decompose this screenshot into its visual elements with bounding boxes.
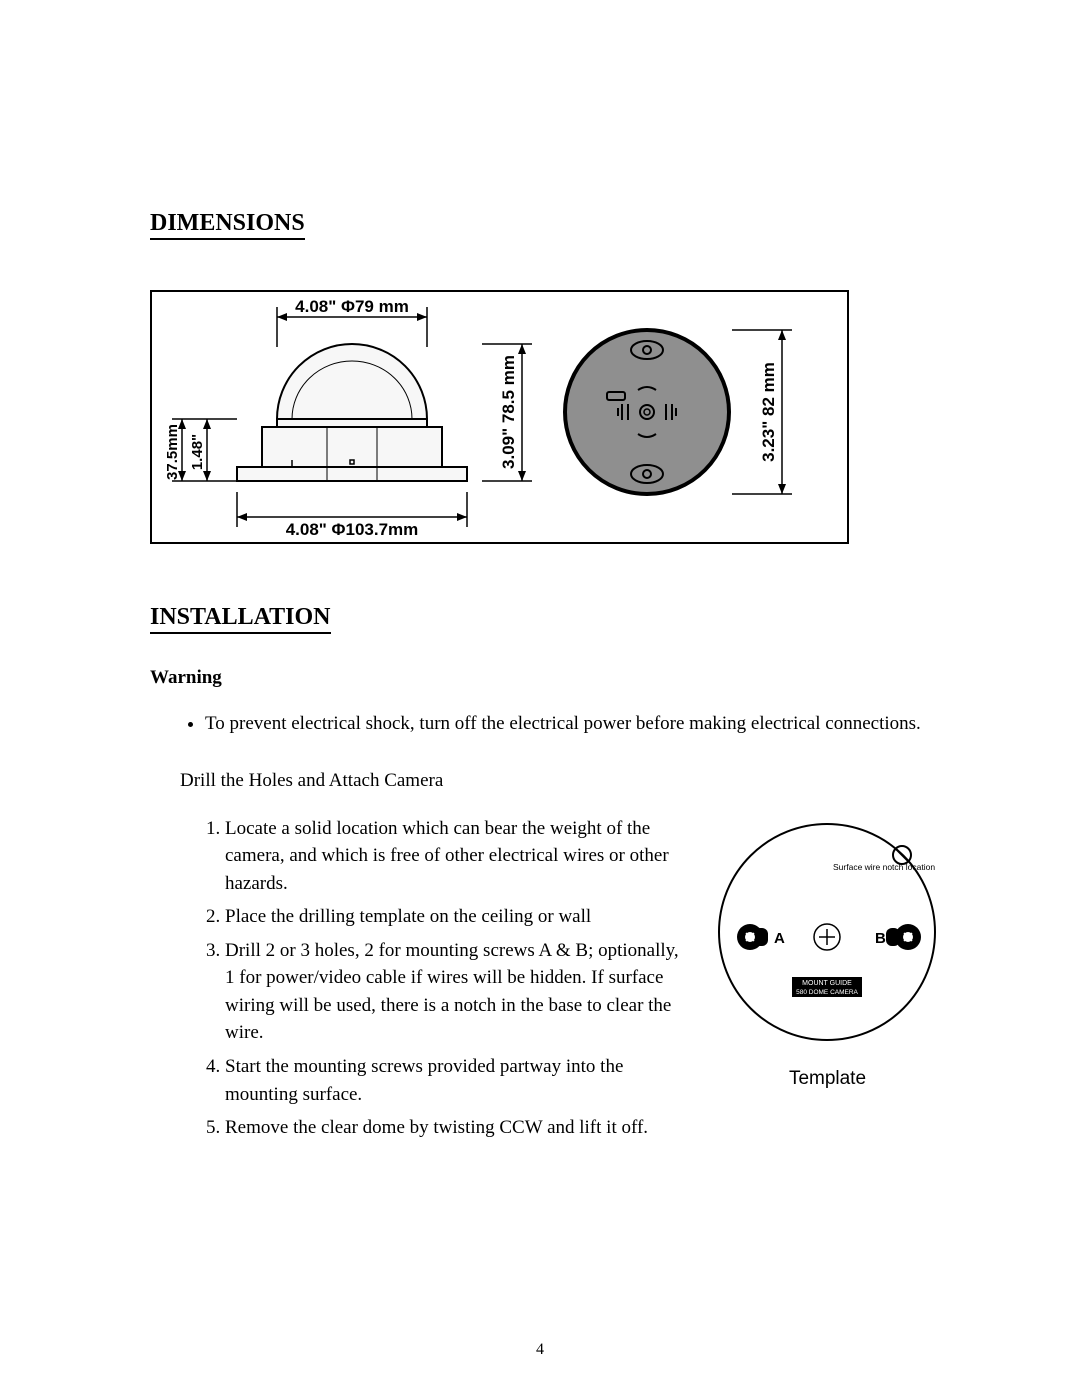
install-step: Start the mounting screws provided partw…: [225, 1053, 695, 1108]
installation-body: Warning To prevent electrical shock, tur…: [150, 664, 945, 1148]
warning-item: To prevent electrical shock, turn off th…: [205, 710, 945, 738]
dim-left-h1: 37.5mm: [164, 424, 181, 480]
dimensions-diagram: 4.08" Φ79 mm 4.08" Φ103.7mm 37.5mm 1.48": [150, 290, 849, 544]
page-number: 4: [0, 1341, 1080, 1359]
page: DIMENSIONS 4.08" Φ79 mm: [0, 0, 1080, 1397]
template-caption: Template: [710, 1065, 945, 1093]
template-label-a: A: [774, 930, 785, 947]
template-guide2: 580 DOME CAMERA: [796, 989, 858, 996]
install-step: Place the drilling template on the ceili…: [225, 903, 695, 931]
warning-list: To prevent electrical shock, turn off th…: [150, 710, 945, 738]
dim-bottom-width: 4.08" Φ103.7mm: [286, 520, 419, 539]
install-step: Locate a solid location which can bear t…: [225, 815, 695, 898]
install-steps: Locate a solid location which can bear t…: [150, 815, 695, 1148]
install-step: Remove the clear dome by twisting CCW an…: [225, 1114, 695, 1142]
template-label-b: B: [875, 930, 886, 947]
dim-left-h2: 1.48": [189, 434, 206, 470]
install-step: Drill 2 or 3 holes, 2 for mounting screw…: [225, 937, 695, 1047]
drill-heading: Drill the Holes and Attach Camera: [180, 767, 945, 795]
section-heading-installation: INSTALLATION: [150, 604, 331, 634]
template-figure: Surface wire notch location A: [710, 815, 945, 1148]
warning-title: Warning: [150, 664, 945, 692]
template-guide1: MOUNT GUIDE: [802, 980, 852, 987]
template-notch-label: Surface wire notch location: [833, 862, 935, 872]
dim-top-width: 4.08" Φ79 mm: [295, 297, 409, 316]
dim-topview-height: 3.23" 82 mm: [759, 362, 778, 462]
dim-side-height: 3.09" 78.5 mm: [499, 355, 518, 469]
section-heading-dimensions: DIMENSIONS: [150, 210, 305, 240]
